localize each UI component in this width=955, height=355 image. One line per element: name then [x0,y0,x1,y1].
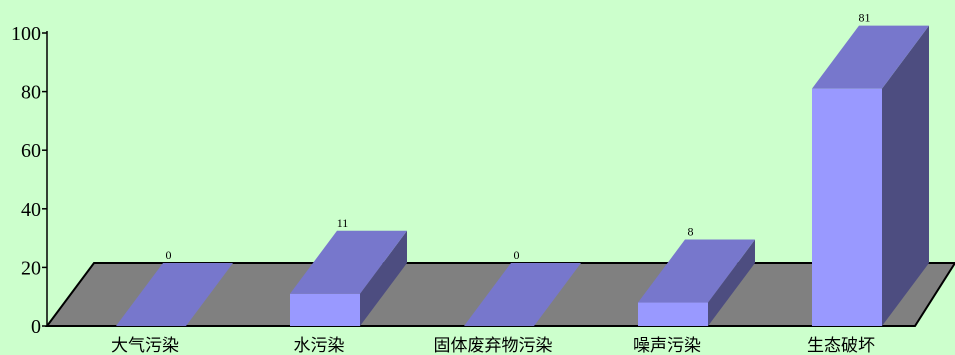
category-label: 噪声污染 [633,336,701,355]
bar-top-face [290,230,407,294]
category-label: 水污染 [294,336,345,355]
bar-1 [116,263,233,326]
bar-side-face [708,239,755,326]
data-label: 81 [859,11,871,25]
category-label: 生态破坏 [807,336,875,355]
bar-front-face [812,88,882,326]
bar-4 [638,239,755,326]
y-tick-label: 40 [21,199,41,221]
bar-2 [290,230,407,326]
data-label: 0 [514,248,520,262]
bar-side-face [882,25,929,326]
category-label: 大气污染 [111,336,179,355]
bar-3 [464,263,581,326]
bar-top-face [464,263,581,326]
bar-side-face [360,230,407,326]
y-tick-label: 60 [21,140,41,162]
bar-top-face [638,239,755,303]
data-label: 8 [688,225,694,239]
bar-top-face [116,263,233,326]
labels-layer: 0 大气污染 11 水污染 0 固体废弃物污染 8 噪声污染 81 生态破坏 [111,11,875,355]
y-tick-label: 20 [21,257,41,279]
y-tick-label: 100 [11,23,41,45]
bar-top-face [812,25,929,89]
y-axis: 0 20 40 60 80 100 [11,23,48,338]
y-tick-label: 80 [21,82,41,104]
y-tick-label: 0 [31,316,41,338]
bars-layer [116,25,929,326]
category-label: 固体废弃物污染 [434,336,553,355]
bar-front-face [290,293,360,326]
data-label: 11 [337,216,349,230]
bar-5 [812,25,929,326]
bar-front-face [638,302,708,326]
data-label: 0 [166,248,172,262]
